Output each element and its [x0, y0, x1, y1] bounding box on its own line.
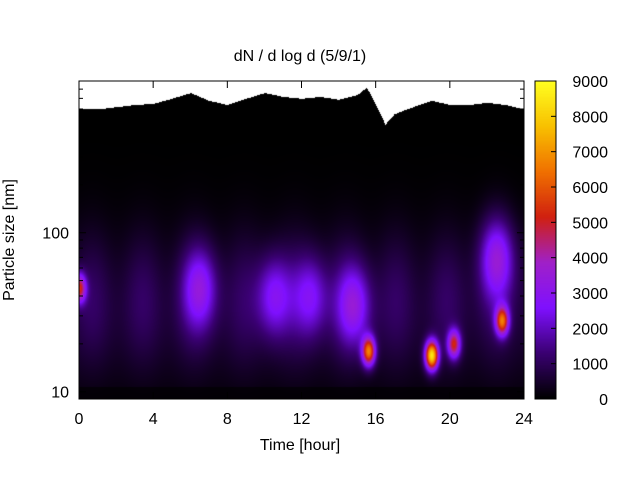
y-tick-label: 100 — [42, 226, 69, 243]
colorbar-tick-label: 9000 — [572, 74, 608, 91]
colorbar-tick-label: 1000 — [572, 357, 608, 374]
x-tick-label: 20 — [441, 411, 459, 428]
x-axis: 0 4 8 12 16 20 24 — [75, 81, 533, 428]
x-tick-label: 4 — [149, 411, 158, 428]
chart-title: dN / d log d (5/9/1) — [234, 48, 367, 65]
heatmap-image — [79, 81, 524, 399]
colorbar-frame — [534, 80, 557, 400]
x-tick-label: 24 — [515, 411, 533, 428]
colorbar-tick-label: 7000 — [572, 145, 608, 162]
colorbar-tick-label: 5000 — [572, 215, 608, 232]
y-tick-label: 10 — [51, 385, 69, 402]
x-tick-label: 12 — [293, 411, 311, 428]
colorbar-tick-label: 4000 — [572, 251, 608, 268]
x-axis-label: Time [hour] — [260, 437, 340, 454]
colorbar-ticks: 0 1000 2000 3000 4000 5000 6000 7000 8000 9000 — [551, 74, 608, 409]
x-tick-label: 8 — [223, 411, 232, 428]
x-tick-label: 16 — [367, 411, 385, 428]
colorbar-tick-label: 3000 — [572, 286, 608, 303]
x-tick-label: 0 — [75, 411, 84, 428]
y-axis: 10 100 — [42, 80, 524, 402]
colorbar-tick-label: 0 — [599, 392, 608, 409]
y-axis-label: Particle size [nm] — [1, 179, 18, 301]
colorbar: 0 1000 2000 3000 4000 5000 6000 7000 8000 9000 — [534, 74, 608, 409]
heatmap-area — [79, 81, 524, 399]
colorbar-tick-label: 2000 — [572, 321, 608, 338]
colorbar-image — [535, 81, 556, 399]
colorbar-tick-label: 8000 — [572, 109, 608, 126]
colorbar-tick-label: 6000 — [572, 180, 608, 197]
